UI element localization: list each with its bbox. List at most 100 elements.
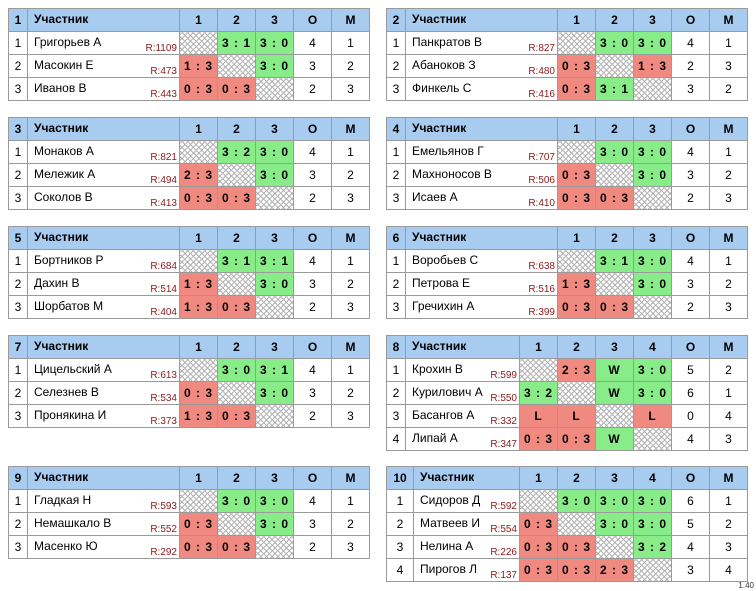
match-result-cell[interactable]: 1 : 3 xyxy=(633,54,672,78)
match-result-cell[interactable]: 0 : 3 xyxy=(557,295,596,319)
player-name[interactable]: Крохин В xyxy=(412,362,463,376)
match-result-cell[interactable]: 1 : 3 xyxy=(179,295,218,319)
match-result-cell[interactable]: 3 : 0 xyxy=(595,512,634,536)
match-result-cell[interactable]: 3 : 0 xyxy=(255,512,294,536)
match-result-cell[interactable]: 0 : 3 xyxy=(179,381,218,405)
player-name[interactable]: Мележик А xyxy=(34,167,96,181)
match-result-cell[interactable]: 3 : 0 xyxy=(633,249,672,273)
match-result-cell[interactable]: 3 : 0 xyxy=(217,489,256,513)
match-result-cell[interactable]: 3 : 0 xyxy=(595,140,634,164)
player-name[interactable]: Бортников Р xyxy=(34,253,104,267)
match-result-cell[interactable]: 2 : 3 xyxy=(557,358,596,382)
player-name[interactable]: Воробьев С xyxy=(412,253,479,267)
match-result-cell[interactable]: 3 : 0 xyxy=(633,489,672,513)
player-name[interactable]: Емельянов Г xyxy=(412,144,484,158)
match-result-cell[interactable]: 3 : 1 xyxy=(595,249,634,273)
match-result-cell[interactable]: 3 : 0 xyxy=(255,140,294,164)
player-name[interactable]: Петрова Е xyxy=(412,276,470,290)
player-name[interactable]: Финкель С xyxy=(412,81,472,95)
match-result-cell[interactable]: 2 : 3 xyxy=(179,163,218,187)
match-result-cell[interactable]: 3 : 0 xyxy=(595,31,634,55)
match-result-cell[interactable]: 0 : 3 xyxy=(595,186,634,210)
match-result-cell[interactable]: 3 : 0 xyxy=(255,272,294,296)
match-result-cell[interactable]: 0 : 3 xyxy=(595,295,634,319)
match-result-cell[interactable]: 0 : 3 xyxy=(519,512,558,536)
match-result-cell[interactable]: 3 : 2 xyxy=(217,140,256,164)
match-result-cell[interactable]: 3 : 0 xyxy=(217,358,256,382)
player-name[interactable]: Соколов В xyxy=(34,190,93,204)
player-name[interactable]: Нелина А xyxy=(420,539,474,553)
match-result-cell[interactable]: W xyxy=(595,358,634,382)
match-result-cell[interactable]: 3 : 2 xyxy=(519,381,558,405)
player-name[interactable]: Гладкая Н xyxy=(34,493,92,507)
player-name[interactable]: Монаков А xyxy=(34,144,94,158)
match-result-cell[interactable]: 3 : 0 xyxy=(633,381,672,405)
match-result-cell[interactable]: W xyxy=(595,427,634,451)
match-result-cell[interactable]: 1 : 3 xyxy=(557,272,596,296)
player-name[interactable]: Пронякина И xyxy=(34,408,107,422)
match-result-cell[interactable]: 3 : 0 xyxy=(557,489,596,513)
match-result-cell[interactable]: 3 : 1 xyxy=(217,249,256,273)
player-name[interactable]: Липай А xyxy=(412,431,458,445)
player-name[interactable]: Курилович А xyxy=(412,385,483,399)
match-result-cell[interactable]: 3 : 0 xyxy=(633,512,672,536)
match-result-cell[interactable]: 0 : 3 xyxy=(557,54,596,78)
match-result-cell[interactable]: 0 : 3 xyxy=(217,404,256,428)
player-name[interactable]: Селезнев В xyxy=(34,385,99,399)
player-name[interactable]: Дахин В xyxy=(34,276,80,290)
match-result-cell[interactable]: 3 : 0 xyxy=(255,31,294,55)
match-result-cell[interactable]: 3 : 0 xyxy=(633,140,672,164)
match-result-cell[interactable]: 2 : 3 xyxy=(595,558,634,582)
match-result-cell[interactable]: 3 : 1 xyxy=(255,358,294,382)
match-result-cell[interactable]: 3 : 0 xyxy=(255,381,294,405)
match-result-cell[interactable]: L xyxy=(633,404,672,428)
match-result-cell[interactable]: 3 : 0 xyxy=(633,358,672,382)
match-result-cell[interactable]: 0 : 3 xyxy=(179,77,218,101)
match-result-cell[interactable]: 0 : 3 xyxy=(519,558,558,582)
match-result-cell[interactable]: W xyxy=(595,381,634,405)
match-result-cell[interactable]: 3 : 1 xyxy=(255,249,294,273)
match-result-cell[interactable]: 3 : 0 xyxy=(255,54,294,78)
player-name[interactable]: Цицельский А xyxy=(34,362,112,376)
match-result-cell[interactable]: 3 : 0 xyxy=(633,31,672,55)
match-result-cell[interactable]: 3 : 0 xyxy=(633,163,672,187)
player-name[interactable]: Абаноков З xyxy=(412,58,476,72)
player-name[interactable]: Григорьев А xyxy=(34,35,102,49)
match-result-cell[interactable]: 3 : 2 xyxy=(633,535,672,559)
match-result-cell[interactable]: L xyxy=(557,404,596,428)
player-name[interactable]: Панкратов В xyxy=(412,35,483,49)
player-name[interactable]: Масенко Ю xyxy=(34,539,98,553)
match-result-cell[interactable]: 0 : 3 xyxy=(557,186,596,210)
player-name[interactable]: Басангов А xyxy=(412,408,475,422)
match-result-cell[interactable]: 1 : 3 xyxy=(179,54,218,78)
match-result-cell[interactable]: 3 : 0 xyxy=(255,489,294,513)
match-result-cell[interactable]: 1 : 3 xyxy=(179,404,218,428)
match-result-cell[interactable]: 0 : 3 xyxy=(557,535,596,559)
match-result-cell[interactable]: 0 : 3 xyxy=(519,427,558,451)
player-name[interactable]: Матвеев И xyxy=(420,516,480,530)
match-result-cell[interactable]: 3 : 0 xyxy=(633,272,672,296)
match-result-cell[interactable]: 3 : 1 xyxy=(595,77,634,101)
player-name[interactable]: Махноносов В xyxy=(412,167,492,181)
player-name[interactable]: Шорбатов М xyxy=(34,299,104,313)
match-result-cell[interactable]: 0 : 3 xyxy=(557,77,596,101)
match-result-cell[interactable]: 0 : 3 xyxy=(217,295,256,319)
match-result-cell[interactable]: 0 : 3 xyxy=(217,535,256,559)
match-result-cell[interactable]: 3 : 0 xyxy=(595,489,634,513)
player-name[interactable]: Пирогов Л xyxy=(420,562,478,576)
match-result-cell[interactable]: 0 : 3 xyxy=(557,427,596,451)
match-result-cell[interactable]: 0 : 3 xyxy=(179,186,218,210)
player-name[interactable]: Исаев А xyxy=(412,190,458,204)
match-result-cell[interactable]: 0 : 3 xyxy=(179,512,218,536)
match-result-cell[interactable]: 0 : 3 xyxy=(217,186,256,210)
player-name[interactable]: Масокин Е xyxy=(34,58,94,72)
player-name[interactable]: Немашкало В xyxy=(34,516,112,530)
match-result-cell[interactable]: 0 : 3 xyxy=(557,558,596,582)
match-result-cell[interactable]: 1 : 3 xyxy=(179,272,218,296)
player-name[interactable]: Гречихин А xyxy=(412,299,475,313)
match-result-cell[interactable]: 3 : 1 xyxy=(217,31,256,55)
match-result-cell[interactable]: L xyxy=(519,404,558,428)
match-result-cell[interactable]: 0 : 3 xyxy=(217,77,256,101)
player-name[interactable]: Иванов В xyxy=(34,81,87,95)
match-result-cell[interactable]: 0 : 3 xyxy=(557,163,596,187)
